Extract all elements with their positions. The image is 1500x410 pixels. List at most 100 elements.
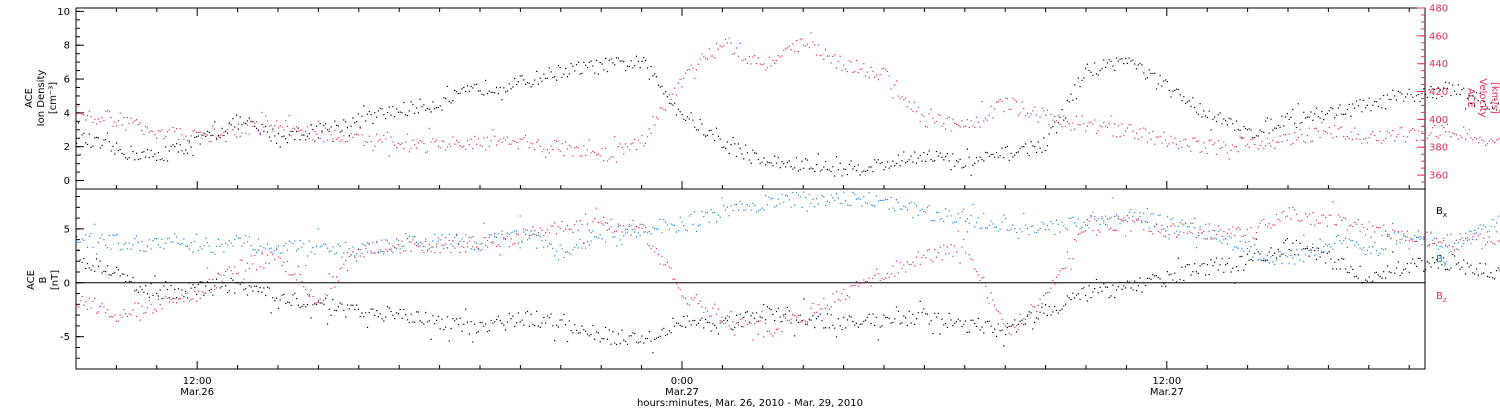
data-point: [1165, 285, 1167, 288]
data-point: [914, 101, 916, 103]
data-point: [1441, 264, 1443, 266]
data-point: [394, 144, 396, 146]
data-point: [85, 119, 87, 121]
data-point: [1026, 152, 1028, 154]
data-point: [166, 238, 169, 240]
data-point: [685, 326, 687, 328]
data-point: [157, 130, 159, 132]
data-point: [914, 151, 916, 153]
data-point: [595, 154, 598, 156]
data-point: [152, 156, 154, 158]
data-point: [392, 105, 394, 108]
data-point: [245, 288, 247, 290]
data-point: [196, 131, 198, 133]
data-point: [1132, 289, 1134, 291]
data-point: [534, 325, 536, 327]
data-point: [1106, 62, 1108, 64]
data-point: [1168, 143, 1170, 145]
data-point: [1237, 129, 1239, 131]
data-point: [943, 123, 945, 125]
data-point: [570, 62, 572, 65]
data-point: [430, 141, 432, 143]
data-point: [1083, 287, 1085, 289]
data-point: [226, 129, 229, 131]
data-point: [1366, 104, 1368, 106]
data-point: [1335, 114, 1338, 116]
data-point: [377, 140, 379, 142]
data-point: [812, 315, 814, 317]
data-point: [168, 297, 170, 299]
data-point: [79, 112, 81, 114]
data-point: [219, 134, 221, 136]
data-point: [726, 42, 728, 44]
data-point: [905, 162, 907, 164]
data-point: [890, 322, 892, 324]
data-point: [805, 45, 807, 47]
data-point: [1132, 59, 1134, 61]
data-point: [1255, 238, 1258, 240]
data-point: [943, 159, 945, 161]
data-point: [554, 139, 556, 141]
data-point: [1294, 132, 1296, 134]
data-point: [912, 161, 914, 163]
data-point: [972, 125, 974, 127]
data-point: [281, 126, 283, 128]
data-point: [659, 86, 661, 88]
data-point: [868, 77, 870, 79]
data-point: [1450, 267, 1452, 269]
data-point: [1483, 101, 1485, 103]
data-point: [1355, 275, 1358, 277]
data-point: [886, 316, 888, 319]
data-point: [1094, 119, 1096, 121]
data-point: [1490, 102, 1492, 104]
data-point: [725, 38, 727, 41]
data-point: [1415, 265, 1418, 267]
data-point: [1352, 139, 1354, 141]
data-point: [1377, 140, 1379, 142]
data-point: [1441, 125, 1443, 127]
data-point: [188, 140, 190, 142]
data-point: [830, 62, 832, 64]
data-point: [537, 139, 539, 141]
data-point: [432, 138, 434, 140]
data-point: [406, 319, 409, 321]
data-point: [546, 77, 549, 79]
data-point: [1283, 134, 1285, 136]
data-point: [1479, 136, 1481, 138]
data-point: [116, 233, 118, 235]
data-point: [863, 320, 865, 322]
data-point: [906, 324, 908, 326]
data-point: [694, 126, 696, 128]
data-point: [1317, 115, 1319, 118]
data-point: [165, 135, 167, 137]
data-point: [532, 143, 534, 145]
data-point: [410, 313, 412, 315]
data-point: [825, 49, 827, 51]
data-point: [236, 114, 238, 116]
data-point: [941, 156, 943, 158]
data-point: [165, 146, 167, 148]
data-point: [1161, 285, 1163, 287]
data-point: [539, 326, 541, 328]
data-point: [1308, 116, 1310, 118]
data-point: [383, 320, 385, 322]
data-point: [1099, 125, 1101, 127]
data-point: [1194, 263, 1196, 265]
data-point: [377, 110, 379, 112]
data-point: [908, 159, 910, 161]
data-point: [1414, 263, 1416, 265]
data-point: [639, 341, 641, 343]
data-point: [963, 126, 965, 128]
data-point: [579, 332, 581, 334]
data-point: [1048, 124, 1050, 126]
data-point: [397, 111, 399, 113]
data-point: [106, 132, 109, 134]
data-point: [617, 146, 619, 148]
data-point: [1008, 159, 1010, 161]
data-point: [456, 91, 458, 93]
data-point: [1223, 118, 1225, 120]
data-point: [1421, 130, 1423, 133]
data-point: [775, 310, 778, 313]
data-point: [174, 131, 176, 133]
